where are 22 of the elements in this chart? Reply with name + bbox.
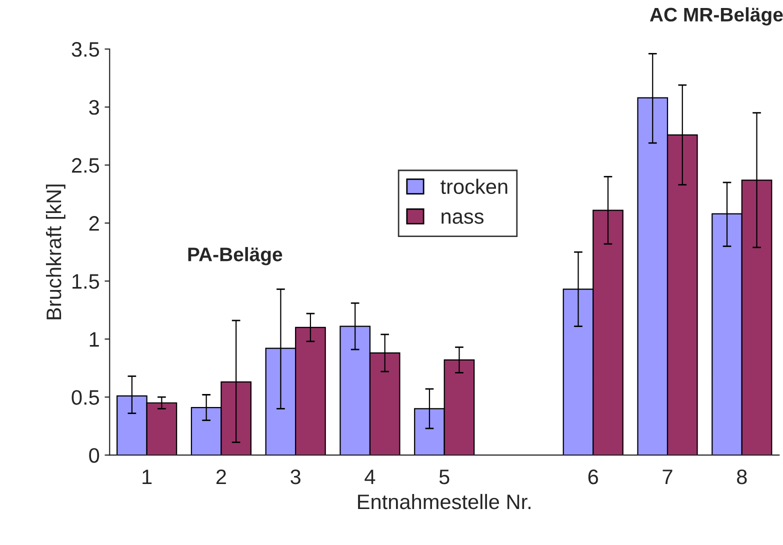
x-tick-label: 7 xyxy=(662,470,672,484)
x-tick-label: 8 xyxy=(737,470,747,484)
x-tick-label: 3 xyxy=(290,470,300,484)
annotation: PA-Beläge xyxy=(188,247,282,266)
x-tick-label: 2 xyxy=(216,470,226,484)
y-tick-label: 1.5 xyxy=(72,274,100,289)
y-tick-label: 0.5 xyxy=(72,390,100,405)
y-tick-label: 3.5 xyxy=(72,42,100,57)
y-tick-label: 3 xyxy=(89,100,99,115)
y-tick-label: 0 xyxy=(89,448,100,463)
y-tick-label: 2.5 xyxy=(72,158,100,173)
text: AC MR-Beläge xyxy=(650,7,783,26)
x-tick-label: 6 xyxy=(588,470,598,484)
x-tick-label: 4 xyxy=(364,470,376,484)
y-tick-label: 1 xyxy=(90,332,99,347)
y-axis-title: Bruchkraft [kN] xyxy=(46,184,66,320)
x-tick-label: 5 xyxy=(439,470,450,484)
x-axis-title: Entnahmestelle Nr. xyxy=(358,494,530,510)
x-tick-label: 1 xyxy=(142,470,152,484)
legend-label: nass xyxy=(442,212,484,224)
y-tick-label: 2 xyxy=(89,216,99,231)
legend-label: trocken xyxy=(440,178,508,194)
